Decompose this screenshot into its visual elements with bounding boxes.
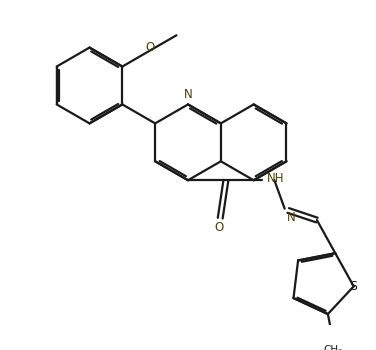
- Text: NH: NH: [267, 173, 285, 186]
- Text: O: O: [215, 221, 224, 234]
- Text: S: S: [349, 280, 357, 293]
- Text: N: N: [183, 88, 193, 101]
- Text: O: O: [145, 41, 154, 54]
- Text: N: N: [287, 211, 295, 224]
- Text: CH₃: CH₃: [324, 345, 343, 350]
